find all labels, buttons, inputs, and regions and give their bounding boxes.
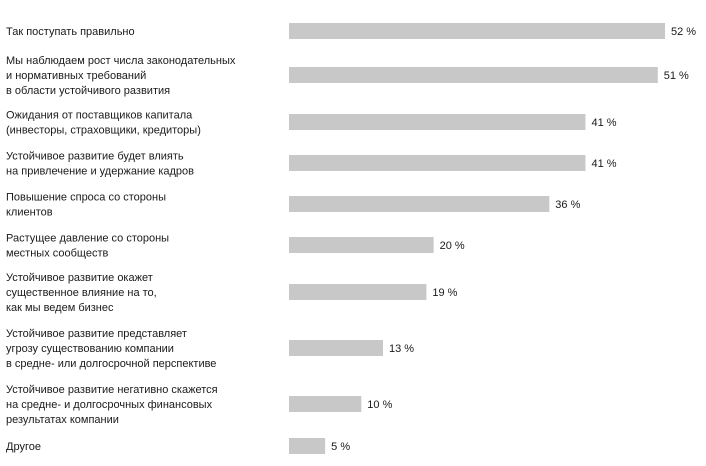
category-label: Другое	[6, 441, 41, 453]
category-label: Так поступать правильно	[6, 26, 135, 38]
value-label: 51 %	[664, 70, 689, 82]
value-label: 20 %	[440, 240, 465, 252]
value-label: 41 %	[591, 117, 616, 129]
bar	[289, 340, 383, 356]
bar	[289, 438, 326, 454]
bar	[289, 196, 550, 212]
bar	[289, 23, 665, 39]
value-label: 41 %	[591, 158, 616, 170]
category-label: Повышение спроса со стороны клиентов	[6, 192, 166, 219]
value-label: 52 %	[671, 26, 696, 38]
category-label: Ожидания от поставщиков капитала (инвесто…	[6, 110, 201, 137]
bar	[289, 67, 658, 83]
category-label: Растущее давление со стороны местных сооб…	[6, 233, 169, 260]
value-label: 36 %	[555, 199, 580, 211]
bar	[289, 237, 434, 253]
bar	[289, 396, 362, 412]
value-label: 10 %	[367, 399, 392, 411]
category-label: Устойчивое развитие негативно скажется на…	[6, 384, 218, 426]
category-label: Устойчивое развитие будет влиять на привл…	[6, 151, 194, 178]
category-label: Устойчивое развитие представляет угрозу с…	[6, 328, 216, 370]
category-label: Устойчивое развитие окажет существенное в…	[6, 272, 157, 314]
value-label: 19 %	[432, 287, 457, 299]
value-label: 13 %	[389, 343, 414, 355]
category-label: Мы наблюдаем рост числа законодательных и…	[6, 55, 236, 97]
value-label: 5 %	[331, 441, 350, 453]
bar	[289, 284, 427, 300]
bar	[289, 155, 586, 171]
bar	[289, 114, 586, 130]
